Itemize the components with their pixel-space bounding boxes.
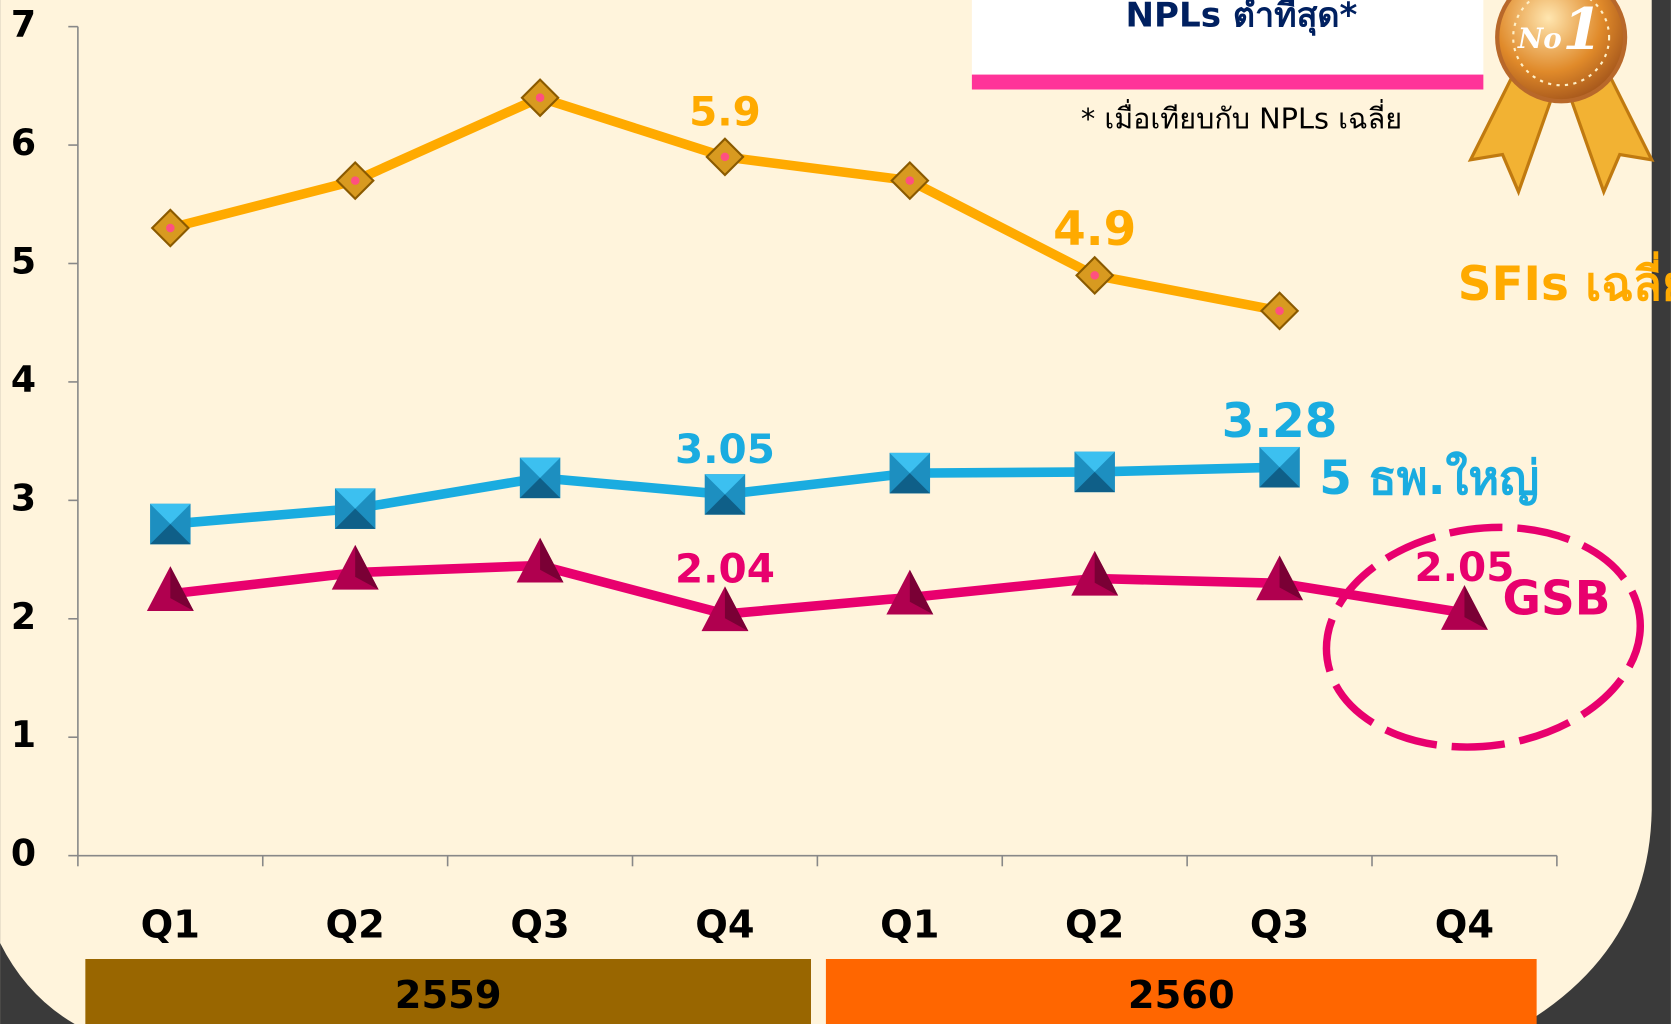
x-tick-label: Q2 — [1065, 903, 1124, 948]
point-marker — [704, 474, 746, 515]
point-marker — [1441, 585, 1488, 630]
point-marker — [146, 566, 194, 611]
medal-number: 1 — [1562, 0, 1602, 63]
point-marker — [889, 452, 931, 494]
year-label: 2560 — [1128, 973, 1235, 1018]
corner — [1523, 0, 1671, 1024]
y-tick-label: 6 — [11, 121, 36, 164]
data-label: 2.05 — [1414, 543, 1514, 591]
data-label: 5.9 — [689, 87, 761, 135]
callout-bar — [971, 74, 1484, 90]
x-tick-label: Q4 — [695, 903, 754, 948]
point-marker — [1075, 255, 1115, 295]
corner — [0, 943, 75, 1024]
x-tick-label: Q1 — [141, 903, 200, 948]
callout-note: * เมื่อเทียบกับ NPLs เฉลี่ย — [1081, 98, 1402, 135]
point-marker — [519, 457, 561, 499]
point-marker — [150, 208, 190, 248]
point-marker — [331, 544, 379, 590]
data-label: 3.05 — [675, 425, 775, 473]
y-tick-label: 2 — [11, 595, 36, 638]
year-bar — [85, 959, 811, 1024]
y-tick-label: 3 — [11, 476, 36, 519]
x-tick-label: Q1 — [880, 903, 939, 948]
point-marker — [335, 160, 375, 201]
y-tick-label: 5 — [11, 239, 36, 282]
y-tick-label: 0 — [11, 832, 36, 875]
x-tick-label: Q3 — [510, 903, 569, 948]
point-marker — [1259, 291, 1300, 331]
point-marker — [520, 78, 560, 118]
data-label: 2.04 — [675, 544, 775, 592]
highlight-ellipse — [1322, 523, 1644, 751]
y-tick-label: 4 — [11, 358, 36, 401]
x-tick-label: Q3 — [1250, 903, 1309, 948]
series-name: SFIs เฉลี่ย — [1458, 251, 1671, 312]
medal-prefix: No — [1517, 22, 1562, 55]
series-name: GSB — [1503, 572, 1611, 627]
year-bar — [825, 959, 1537, 1024]
series-name: 5 ธพ.ใหญ่ — [1319, 450, 1539, 506]
point-marker — [705, 137, 745, 177]
year-label: 2559 — [395, 973, 502, 1018]
point-marker — [1074, 451, 1115, 493]
x-tick-label: Q2 — [326, 903, 385, 948]
data-label: 4.9 — [1053, 202, 1136, 257]
y-tick-label: 7 — [11, 3, 36, 46]
point-marker — [334, 488, 376, 529]
callout-box — [971, 0, 1484, 75]
point-marker — [890, 160, 930, 201]
medal: No 1 — [1467, 0, 1655, 197]
point-marker — [1259, 446, 1300, 488]
data-label: 3.28 — [1222, 394, 1338, 449]
point-marker — [1071, 550, 1119, 596]
point-marker — [886, 569, 934, 615]
y-tick-label: 1 — [11, 713, 36, 756]
series-line — [169, 560, 1466, 619]
callout-title: NPLs ต่ำที่สุด* — [1126, 0, 1358, 37]
x-tick-label: Q4 — [1435, 903, 1494, 948]
point-marker — [150, 503, 191, 545]
